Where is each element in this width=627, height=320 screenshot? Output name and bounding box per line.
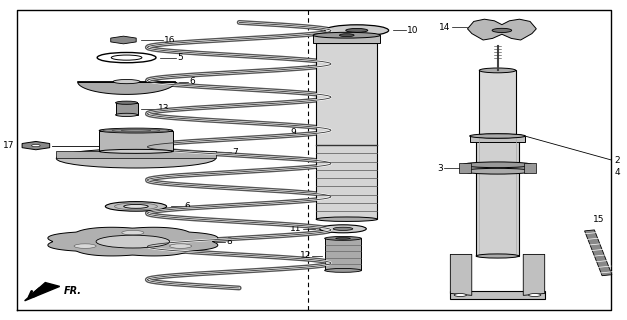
Bar bbox=[316, 43, 377, 219]
Text: 11: 11 bbox=[290, 224, 302, 233]
Ellipse shape bbox=[476, 254, 519, 258]
Polygon shape bbox=[584, 230, 612, 276]
Ellipse shape bbox=[316, 217, 377, 221]
Bar bbox=[460, 163, 471, 173]
Text: 16: 16 bbox=[164, 36, 176, 44]
Ellipse shape bbox=[325, 236, 361, 240]
Ellipse shape bbox=[479, 68, 516, 73]
Bar bbox=[115, 103, 137, 115]
Ellipse shape bbox=[313, 32, 381, 38]
Text: 4: 4 bbox=[614, 168, 620, 177]
Ellipse shape bbox=[99, 149, 173, 153]
Polygon shape bbox=[56, 151, 216, 158]
Polygon shape bbox=[22, 141, 50, 150]
Ellipse shape bbox=[454, 294, 466, 296]
Polygon shape bbox=[524, 254, 545, 295]
Text: 14: 14 bbox=[440, 23, 451, 32]
Bar bbox=[463, 165, 532, 171]
Ellipse shape bbox=[492, 28, 512, 33]
Polygon shape bbox=[111, 36, 136, 44]
Ellipse shape bbox=[339, 34, 354, 37]
Polygon shape bbox=[450, 254, 472, 295]
Ellipse shape bbox=[320, 225, 366, 233]
Ellipse shape bbox=[463, 162, 532, 168]
Text: 10: 10 bbox=[407, 26, 418, 35]
Text: 8: 8 bbox=[226, 237, 232, 246]
Ellipse shape bbox=[124, 204, 148, 208]
Text: 17: 17 bbox=[3, 141, 14, 150]
Ellipse shape bbox=[476, 134, 519, 138]
Polygon shape bbox=[468, 19, 536, 40]
Ellipse shape bbox=[99, 128, 173, 133]
Bar bbox=[325, 238, 361, 270]
Bar bbox=[99, 131, 173, 151]
Ellipse shape bbox=[122, 230, 144, 235]
Text: 13: 13 bbox=[157, 104, 169, 113]
Text: 6: 6 bbox=[189, 77, 195, 86]
Bar bbox=[479, 70, 516, 134]
Polygon shape bbox=[48, 227, 218, 256]
Text: 6: 6 bbox=[185, 202, 191, 211]
Polygon shape bbox=[78, 82, 176, 94]
Text: 3: 3 bbox=[437, 164, 443, 172]
Polygon shape bbox=[24, 283, 60, 301]
Text: 7: 7 bbox=[233, 148, 238, 156]
Ellipse shape bbox=[31, 145, 40, 147]
Text: 12: 12 bbox=[300, 252, 311, 260]
Bar bbox=[524, 163, 535, 173]
Ellipse shape bbox=[74, 244, 96, 248]
Ellipse shape bbox=[470, 134, 525, 138]
Ellipse shape bbox=[325, 268, 361, 272]
Ellipse shape bbox=[325, 25, 389, 36]
Text: FR.: FR. bbox=[64, 286, 82, 296]
Ellipse shape bbox=[96, 235, 170, 248]
Ellipse shape bbox=[333, 227, 353, 230]
Text: 15: 15 bbox=[593, 215, 604, 224]
Bar bbox=[476, 136, 519, 256]
Bar bbox=[450, 291, 545, 299]
Ellipse shape bbox=[115, 101, 137, 104]
Ellipse shape bbox=[113, 79, 140, 84]
Ellipse shape bbox=[345, 28, 368, 32]
Ellipse shape bbox=[335, 237, 350, 239]
Ellipse shape bbox=[105, 202, 167, 211]
Text: 1: 1 bbox=[351, 168, 357, 177]
Bar bbox=[470, 136, 525, 142]
Ellipse shape bbox=[56, 149, 216, 168]
Ellipse shape bbox=[463, 168, 532, 174]
Text: 2: 2 bbox=[614, 156, 620, 164]
Ellipse shape bbox=[115, 113, 137, 116]
Text: 9: 9 bbox=[290, 128, 296, 137]
Ellipse shape bbox=[529, 294, 541, 296]
Ellipse shape bbox=[169, 244, 192, 248]
Bar bbox=[313, 35, 381, 43]
Text: 5: 5 bbox=[177, 53, 183, 62]
